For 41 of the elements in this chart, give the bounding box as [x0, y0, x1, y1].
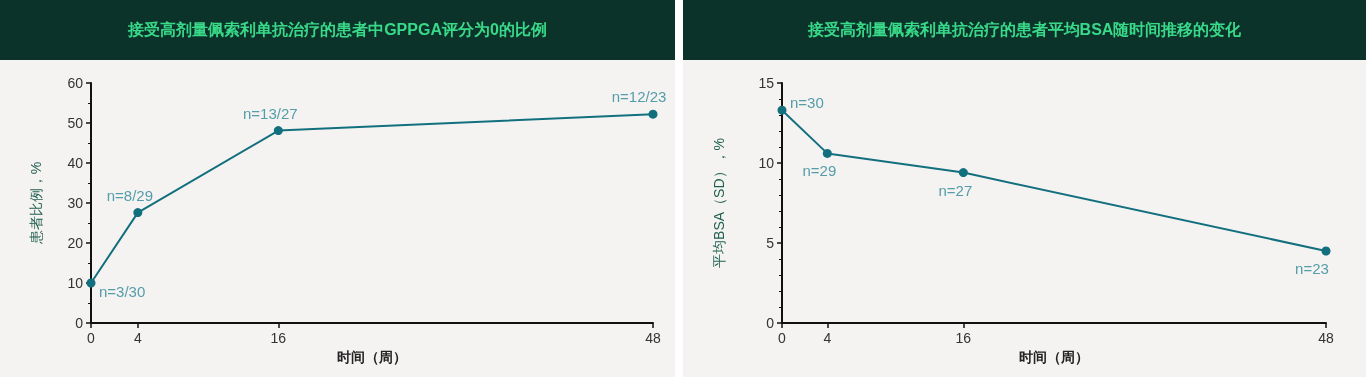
- annotation: n=3/30: [99, 282, 146, 300]
- annotation: n=8/29: [106, 186, 153, 204]
- x-tick-label: 4: [133, 330, 142, 346]
- x-tick-label: 16: [955, 330, 972, 346]
- y-tick-label: 5: [766, 235, 775, 251]
- point: [648, 109, 658, 119]
- point: [1321, 246, 1331, 256]
- x-tick-label: 48: [1318, 330, 1334, 346]
- y-tick-label: 15: [758, 75, 775, 91]
- y-axis-title: 患者比例，%: [28, 161, 44, 246]
- y-tick-label: 10: [67, 275, 84, 291]
- point: [273, 126, 283, 136]
- x-axis-title: 时间（周）: [337, 348, 407, 365]
- point: [133, 208, 143, 218]
- annotation: n=13/27: [243, 104, 298, 122]
- point: [958, 168, 968, 178]
- x-tick-label: 0: [87, 330, 96, 346]
- x-tick-label: 16: [270, 330, 287, 346]
- annotation: n=12/23: [611, 88, 667, 106]
- y-tick-label: 30: [67, 195, 84, 211]
- y-axis-title: 平均BSA（SD），%: [711, 138, 727, 268]
- point: [86, 278, 96, 288]
- y-tick-label: 20: [67, 235, 84, 251]
- y-tick-label: 60: [67, 75, 84, 91]
- annotation: n=27: [938, 181, 973, 199]
- chart-title: 接受高剂量佩索利单抗治疗的患者平均BSA随时间推移的变化: [683, 0, 1366, 60]
- y-tick-label: 50: [67, 115, 84, 131]
- annotation: n=29: [802, 162, 837, 180]
- x-tick-label: 4: [823, 330, 832, 346]
- point: [777, 105, 787, 115]
- y-tick-label: 10: [758, 155, 775, 171]
- annotation: n=23: [1295, 260, 1329, 277]
- annotation: n=30: [790, 93, 824, 111]
- y-tick-label: 0: [75, 315, 84, 331]
- y-tick-label: 0: [766, 315, 775, 331]
- x-axis-title: 时间（周）: [1019, 348, 1089, 365]
- y-tick-label: 40: [67, 155, 84, 171]
- x-tick-label: 48: [645, 330, 661, 346]
- point: [822, 148, 832, 158]
- x-tick-label: 0: [778, 330, 787, 346]
- chart-title: 接受高剂量佩索利单抗治疗的患者中GPPGA评分为0的比例: [0, 0, 675, 60]
